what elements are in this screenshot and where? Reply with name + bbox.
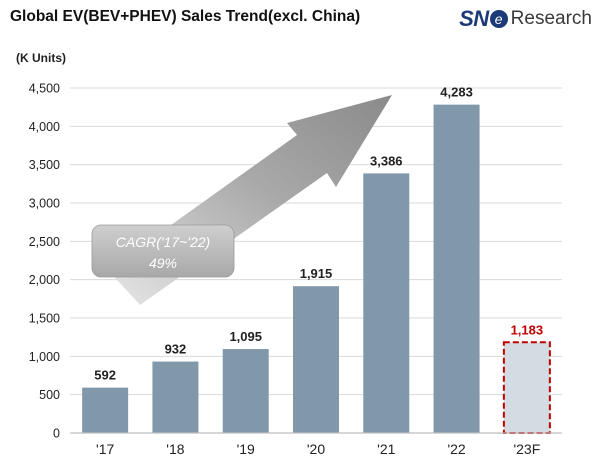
y-tick-label: 4,000 xyxy=(29,120,60,134)
y-tick-label: 3,000 xyxy=(29,197,60,211)
forecast-bar xyxy=(502,341,551,435)
y-tick-label: 1,000 xyxy=(29,350,60,364)
bar xyxy=(152,361,199,433)
cagr-label: CAGR('17~'22) xyxy=(116,234,210,250)
x-tick-label: '17 xyxy=(96,441,114,457)
x-tick-label: '20 xyxy=(307,441,325,457)
y-tick-label: 3,500 xyxy=(29,158,60,172)
y-tick-label: 2,500 xyxy=(29,235,60,249)
logo-sne-text: SN xyxy=(459,6,489,31)
y-axis-unit-label: (K Units) xyxy=(16,51,66,65)
bar-value-label: 1,915 xyxy=(300,266,333,281)
chart-title: Global EV(BEV+PHEV) Sales Trend(excl. Ch… xyxy=(10,8,361,25)
x-tick-label: '23F xyxy=(513,441,540,457)
cagr-callout-box xyxy=(91,224,235,278)
bar-value-label: 592 xyxy=(94,368,116,383)
bar-value-label: 3,386 xyxy=(370,153,403,168)
y-tick-label: 0 xyxy=(53,427,60,441)
bar-value-label: 4,283 xyxy=(440,85,473,100)
bar xyxy=(222,349,269,433)
bar xyxy=(82,387,129,433)
forecast-value-label: 1,183 xyxy=(511,322,544,337)
logo-research-text: Research xyxy=(510,8,592,29)
x-tick-label: '22 xyxy=(447,441,465,457)
x-tick-label: '18 xyxy=(166,441,184,457)
logo-e-circle-icon: e xyxy=(489,10,508,28)
cagr-value: 49% xyxy=(149,255,177,271)
y-tick-label: 4,500 xyxy=(29,82,60,96)
x-tick-label: '19 xyxy=(237,441,255,457)
y-tick-label: 500 xyxy=(39,388,60,402)
bar xyxy=(363,173,410,433)
x-tick-label: '21 xyxy=(377,441,395,457)
sne-research-logo: SN e Research xyxy=(459,4,592,34)
bar-value-label: 932 xyxy=(165,342,187,357)
bar xyxy=(293,286,339,433)
y-tick-label: 2,000 xyxy=(29,273,60,287)
y-tick-label: 1,500 xyxy=(29,312,60,326)
bar-value-label: 1,095 xyxy=(229,329,262,344)
bar xyxy=(433,104,480,434)
